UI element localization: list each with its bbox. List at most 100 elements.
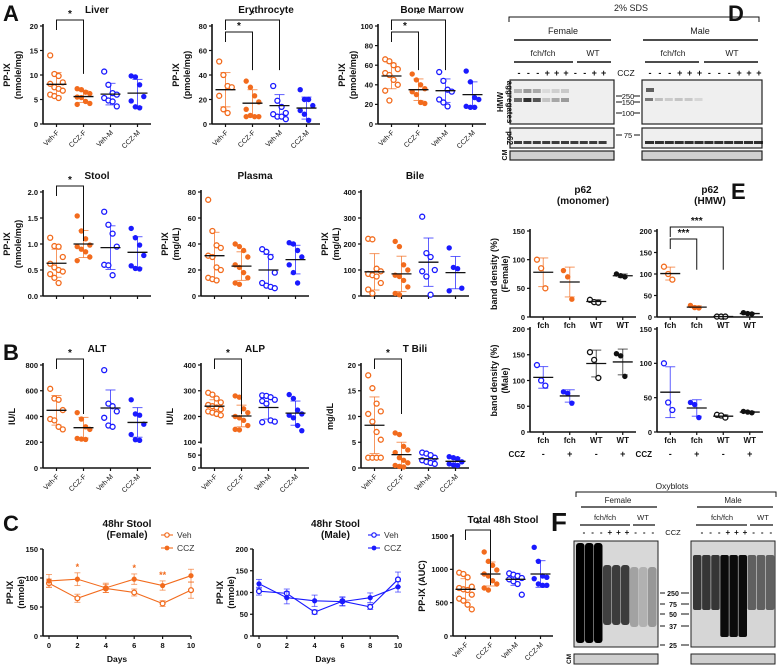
data-group — [46, 52, 67, 102]
data-point — [78, 416, 85, 422]
y-tick-label: 5 — [34, 95, 38, 104]
chart-liver: Liver 0 5 10 15 20 PP-IX (nmole/mg) Veh-F CCZ-F Ve… — [2, 5, 151, 150]
marker-label: 100 — [622, 109, 635, 118]
blot-p62 — [509, 127, 615, 149]
y-tick-label: 100 — [639, 270, 652, 279]
y-tick-label: 20 — [348, 361, 356, 370]
data-group — [127, 73, 148, 111]
x-tick-label: WT — [617, 436, 630, 445]
data-point — [59, 87, 66, 94]
ccz-label: CCZ — [617, 68, 634, 78]
x-tick-label: CCZ-M — [121, 129, 142, 150]
band — [561, 98, 569, 102]
panel-letter-a: A — [3, 1, 19, 26]
data-point — [485, 573, 492, 579]
data-point — [481, 585, 487, 591]
significance-label: * — [226, 348, 230, 359]
lane-ccz-sign: - — [643, 528, 646, 537]
y-axis-label: PP-IX — [160, 232, 170, 256]
band — [523, 89, 532, 93]
data-point — [454, 456, 461, 462]
data-point — [405, 284, 411, 290]
x-tick-label: Veh-M — [254, 473, 273, 492]
y-tick-label: 0 — [521, 428, 525, 437]
significance-label: * — [403, 21, 407, 32]
data-point — [377, 408, 384, 415]
band — [664, 98, 673, 101]
lane-ccz-sign: - — [668, 68, 671, 78]
blot-p62 — [641, 127, 763, 149]
y-axis-label: PP-IX — [337, 63, 347, 87]
data-point — [132, 104, 139, 110]
x-tick-label: 10 — [187, 641, 195, 650]
data-point — [396, 243, 403, 250]
data-point — [392, 449, 398, 456]
data-point — [105, 221, 112, 228]
legend-marker — [371, 532, 377, 538]
smear-lane — [639, 567, 648, 627]
data-group — [391, 430, 412, 470]
data-point — [485, 587, 492, 593]
chart-stool: Stool 0.0 0.5 1.0 1.5 2.0 PP-IX (nmole/mg) * — [2, 171, 151, 301]
lane-ccz-sign: - — [728, 68, 731, 78]
lane-ccz-sign: - — [769, 528, 772, 537]
y-axis-label: (Male) — [500, 367, 510, 393]
significance-label: * — [76, 562, 80, 572]
lane-ccz-sign: + — [746, 68, 751, 78]
chart-title: (Male) — [321, 530, 350, 541]
data-point — [113, 243, 120, 250]
data-point — [431, 460, 438, 468]
x-tick-label: Veh-M — [96, 473, 115, 492]
data-point — [141, 252, 147, 259]
data-point — [46, 578, 52, 584]
data-point — [365, 410, 372, 418]
band — [589, 141, 598, 144]
data-point — [47, 234, 54, 241]
data-point — [417, 82, 424, 88]
smear-lane — [585, 543, 594, 643]
chart-t-bili: T Bili 0 5 10 15 20 mg/dL Veh-F CCZ-F Veh-M CCZ-M * — [325, 344, 469, 494]
data-point — [440, 99, 447, 106]
data-point — [392, 290, 398, 297]
significance-bracket — [214, 358, 242, 414]
x-tick-label: 10 — [394, 641, 402, 650]
data-group — [686, 399, 707, 421]
data-point — [463, 103, 469, 110]
data-point — [400, 464, 407, 470]
data-point — [105, 81, 112, 88]
legend-label: CCZ — [384, 543, 401, 553]
data-point — [82, 249, 89, 255]
data-point — [538, 377, 545, 384]
genotype-label: fch/fch — [594, 513, 616, 522]
data-group — [296, 87, 317, 124]
blot-header: 2% SDS — [614, 3, 648, 13]
data-point — [209, 227, 216, 235]
band — [514, 89, 522, 93]
data-point — [259, 419, 266, 426]
significance-bracket — [669, 238, 698, 270]
smear-lane — [621, 565, 630, 625]
y-tick-label: 50 — [517, 402, 525, 411]
panel-letter-b: B — [3, 340, 19, 365]
smear-lane — [603, 565, 612, 625]
data-point — [109, 230, 116, 237]
data-point — [669, 406, 676, 414]
y-tick-label: 200 — [235, 545, 248, 554]
data-point — [74, 213, 80, 219]
y-tick-label: 0 — [34, 632, 38, 641]
data-group — [231, 241, 252, 287]
x-tick-label: 8 — [368, 641, 372, 650]
y-tick-label: 100 — [25, 574, 38, 583]
data-point — [74, 101, 80, 108]
data-point — [217, 412, 224, 419]
data-point — [128, 98, 134, 104]
x-axis-label: Days — [107, 654, 128, 664]
data-point — [299, 427, 305, 434]
smear-lane — [702, 555, 711, 610]
data-point — [586, 349, 594, 356]
data-point — [365, 372, 372, 379]
data-point — [82, 98, 89, 105]
lane-ccz-sign: + — [734, 528, 739, 537]
chart-total-48h-stool: Total 48h Stool 0 500 1000 1500 PP-IX (AUC) Ve… — [417, 515, 553, 662]
marker-label: 37 — [669, 624, 677, 631]
